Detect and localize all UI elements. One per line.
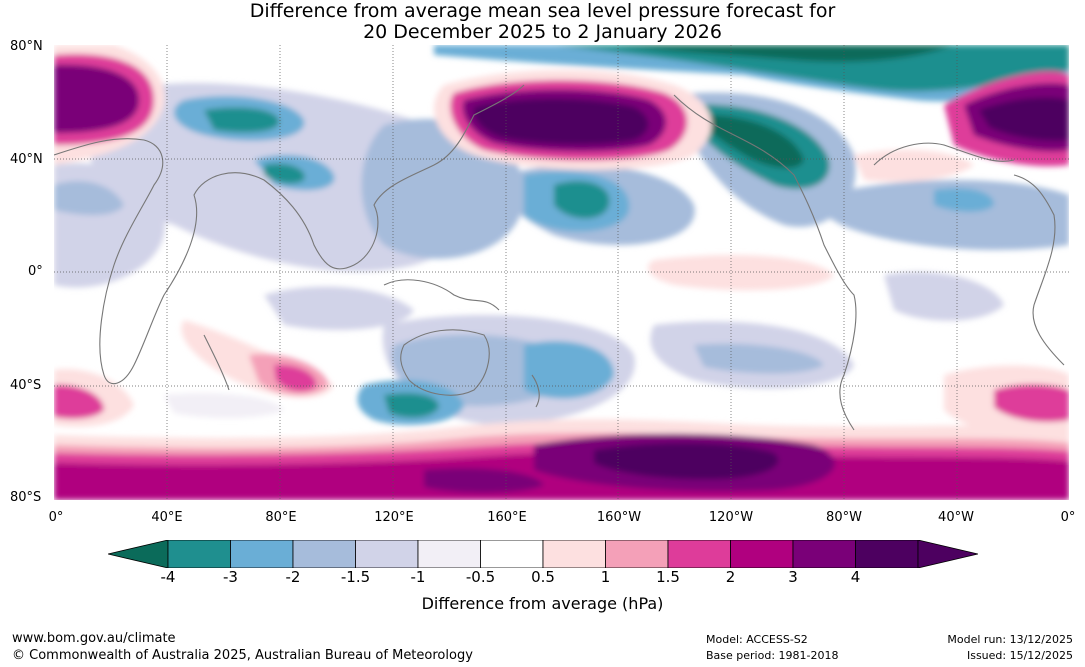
- colorbar-low-extend: [108, 540, 169, 568]
- colorbar-tick-label: -1.5: [340, 568, 371, 586]
- colorbar-swatch: [730, 540, 794, 568]
- colorbar-tick-label: 3: [788, 568, 798, 586]
- colorbar-tick-label: 1: [600, 568, 611, 586]
- lat-label-40n: 40°N: [10, 152, 43, 167]
- colorbar: [108, 540, 978, 568]
- colorbar-swatch: [480, 540, 544, 568]
- colorbar-swatch: [417, 540, 481, 568]
- lat-label-equator: 0°: [28, 264, 43, 279]
- colorbar-swatch: [542, 540, 606, 568]
- coastlines: [54, 84, 1065, 431]
- colorbar-swatch: [355, 540, 419, 568]
- lon-label: 0°: [1060, 510, 1076, 525]
- colorbar-swatch: [292, 540, 356, 568]
- issued-date: Issued: 15/12/2025: [966, 649, 1073, 662]
- colorbar-swatch: [667, 540, 731, 568]
- colorbar-tick-label: -0.5: [465, 568, 496, 586]
- lat-label-40s: 40°S: [10, 378, 42, 393]
- base-period: Base period: 1981-2018: [706, 649, 839, 662]
- copyright-text: © Commonwealth of Australia 2025, Austra…: [12, 648, 473, 663]
- colorbar-swatch: [792, 540, 856, 568]
- colorbar-tick-label: 0.5: [531, 568, 555, 586]
- model-name: Model: ACCESS-S2: [706, 633, 808, 646]
- lon-label: 40°E: [151, 510, 183, 525]
- colorbar-swatch: [167, 540, 231, 568]
- colorbar-tick-label: -3: [223, 568, 238, 586]
- colorbar-swatch: [230, 540, 294, 568]
- website-link[interactable]: www.bom.gov.au/climate: [12, 631, 176, 646]
- lon-label: 0°: [48, 510, 64, 525]
- colorbar-tick-label: -4: [160, 568, 176, 586]
- lon-label: 80°E: [265, 510, 297, 525]
- lat-label-80n: 80°N: [10, 39, 43, 54]
- colorbar-tick-label: 4: [850, 568, 861, 586]
- lon-label: 120°W: [708, 510, 754, 525]
- colorbar-label: Difference from average (hPa): [421, 594, 664, 613]
- colorbar-high-extend: [917, 540, 978, 568]
- map-title-line2: 20 December 2025 to 2 January 2026: [363, 21, 722, 43]
- colorbar-tick-label: 1.5: [656, 568, 680, 586]
- lon-label: 160°W: [596, 510, 642, 525]
- model-run-date: Model run: 13/12/2025: [947, 633, 1073, 646]
- map-title-line1: Difference from average mean sea level p…: [249, 0, 836, 22]
- lat-label-80s: 80°S: [10, 490, 42, 505]
- lon-label: 160°E: [487, 510, 527, 525]
- lon-label: 120°E: [374, 510, 414, 525]
- colorbar-tick-label: -2: [285, 568, 301, 586]
- colorbar-swatch: [855, 540, 919, 568]
- colorbar-tick-label: -1: [410, 568, 426, 586]
- colorbar-tick-label: 2: [725, 568, 736, 586]
- lon-label: 40°W: [938, 510, 974, 525]
- graticule: [54, 45, 1069, 500]
- lon-label: 80°W: [826, 510, 862, 525]
- colorbar-swatch: [605, 540, 669, 568]
- pressure-anomaly-map: [54, 45, 1069, 500]
